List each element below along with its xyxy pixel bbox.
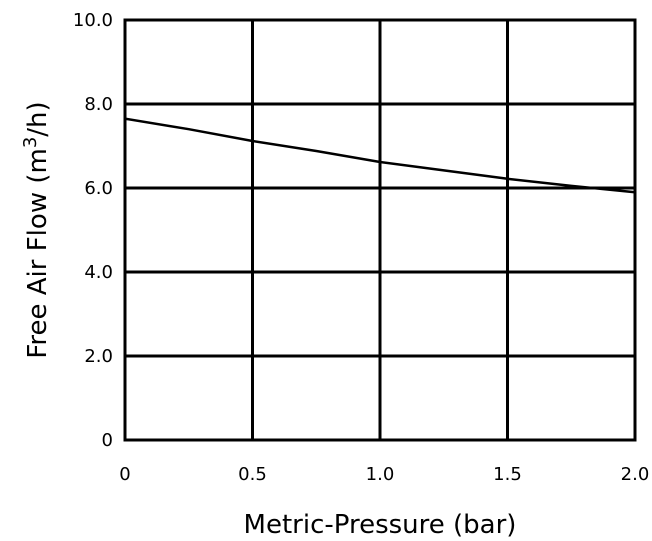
y-tick-label: 10.0 <box>73 10 113 31</box>
x-tick-label: 1.5 <box>493 464 522 485</box>
y-axis-title-prefix: Free Air Flow (m <box>23 148 53 359</box>
x-axis-tick-labels: 0 0.5 1.0 1.5 2.0 <box>119 464 649 485</box>
y-tick-label: 6.0 <box>84 178 113 199</box>
y-tick-label: 2.0 <box>84 346 113 367</box>
x-tick-label: 2.0 <box>621 464 650 485</box>
y-axis-title-superscript: 3 <box>20 137 41 148</box>
x-tick-label: 0 <box>119 464 130 485</box>
series-line <box>124 117 636 194</box>
x-tick-label: 1.0 <box>366 464 395 485</box>
y-axis-tick-labels: 0 2.0 4.0 6.0 8.0 10.0 <box>73 10 113 451</box>
y-tick-label: 4.0 <box>84 262 113 283</box>
y-axis-title: Free Air Flow (m3/h) <box>20 101 53 358</box>
x-tick-label: 0.5 <box>238 464 267 485</box>
y-axis-title-suffix: /h) <box>23 101 53 136</box>
y-tick-label: 8.0 <box>84 94 113 115</box>
y-tick-label: 0 <box>102 430 113 451</box>
x-axis-title: Metric-Pressure (bar) <box>244 510 517 540</box>
grid <box>123 18 637 442</box>
plot-frame <box>123 18 637 442</box>
